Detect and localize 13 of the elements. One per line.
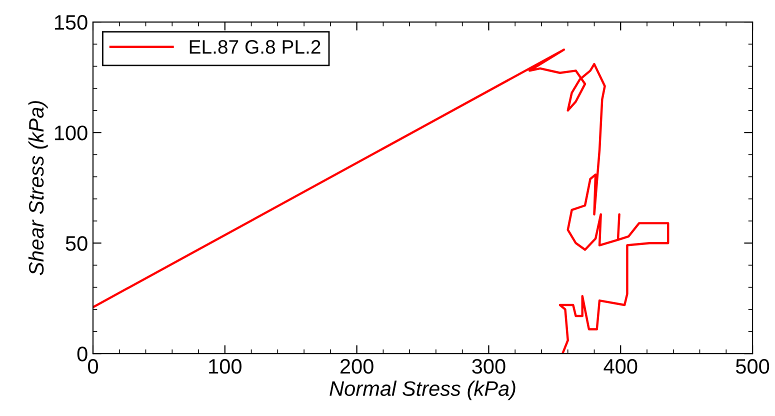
x-axis-title: Normal Stress (kPa) — [330, 380, 516, 400]
y-tick-label: 100 — [54, 126, 88, 140]
x-tick-label: 400 — [604, 359, 638, 374]
x-tick-label: 500 — [736, 359, 770, 374]
x-tick-label: 100 — [209, 359, 242, 374]
y-tick-label: 0 — [77, 346, 88, 362]
x-tick-label: 0 — [88, 359, 98, 374]
y-axis-title: Shear Stress (kPa) — [28, 101, 48, 276]
x-tick-label: 300 — [472, 359, 506, 374]
x-tick-label: 200 — [340, 359, 374, 374]
legend-label: EL.87 G.8 PL.2 — [190, 40, 320, 54]
y-tick-label: 50 — [66, 236, 88, 251]
y-tick-label: 150 — [54, 15, 88, 30]
